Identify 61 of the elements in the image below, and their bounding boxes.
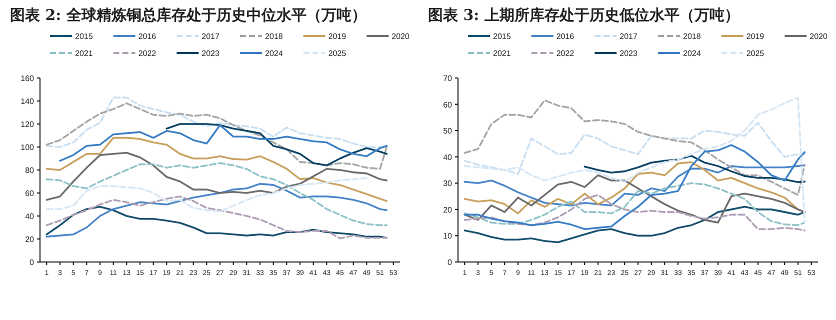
line-series xyxy=(59,124,388,162)
y-tick-label: 140 xyxy=(20,97,35,106)
legend-label: 2017 xyxy=(620,32,638,41)
legend-label: 2015 xyxy=(493,32,512,41)
legend-label: 2021 xyxy=(75,49,94,58)
y-tick-label: 0 xyxy=(448,258,453,267)
line-series xyxy=(166,123,388,166)
line-series xyxy=(464,122,806,175)
legend-label: 2018 xyxy=(683,32,702,41)
legend-label: 2017 xyxy=(202,32,220,41)
y-tick-label: 40 xyxy=(25,212,35,221)
y-tick-label: 100 xyxy=(20,143,35,152)
line-series xyxy=(46,196,388,240)
line-series xyxy=(46,162,388,226)
legend-label: 2025 xyxy=(746,49,765,58)
line-series xyxy=(464,99,806,196)
legend-label: 2016 xyxy=(556,32,575,41)
line-series xyxy=(46,136,388,202)
line-series xyxy=(464,194,806,232)
legend-label: 2024 xyxy=(683,49,702,58)
line-series xyxy=(464,182,806,226)
legend-label: 2022 xyxy=(138,49,157,58)
line-series xyxy=(46,152,388,201)
legend-label: 2019 xyxy=(328,32,347,41)
legend-label: 2024 xyxy=(265,49,284,58)
line-series xyxy=(46,182,388,238)
y-tick-label: 70 xyxy=(443,74,453,83)
legend-label: 2025 xyxy=(328,49,347,58)
legend-label: 2021 xyxy=(493,49,512,58)
y-tick-label: 0 xyxy=(30,258,35,267)
legend-label: 2022 xyxy=(556,49,575,58)
line-series xyxy=(46,206,388,239)
line-series xyxy=(464,144,806,230)
legend-label: 2023 xyxy=(202,49,220,58)
y-tick-label: 10 xyxy=(443,232,453,241)
line-series xyxy=(464,174,806,224)
line-series xyxy=(46,177,368,212)
legend-label: 2019 xyxy=(746,32,765,41)
y-tick-label: 50 xyxy=(443,126,453,136)
y-tick-label: 60 xyxy=(443,100,453,110)
legend-label: 2018 xyxy=(265,32,284,41)
line-series xyxy=(584,154,806,183)
y-tick-label: 120 xyxy=(20,120,35,129)
y-tick-label: 60 xyxy=(25,189,35,198)
y-tick-label: 30 xyxy=(443,179,453,188)
line-series xyxy=(464,164,806,206)
line-series xyxy=(46,102,388,170)
chart-title: 图表 2: 全球精炼铜总库存处于历史中位水平（万吨） xyxy=(10,6,366,24)
y-tick-label: 20 xyxy=(443,205,453,214)
line-series xyxy=(464,96,806,224)
legend-label: 2020 xyxy=(392,32,410,41)
legend-label: 2020 xyxy=(810,32,828,41)
y-tick-label: 160 xyxy=(20,74,35,83)
y-tick-label: 80 xyxy=(25,166,35,175)
y-tick-label: 40 xyxy=(443,152,453,162)
legend-label: 2016 xyxy=(138,32,157,41)
chart-title: 图表 3: 上期所库存处于历史低位水平（万吨） xyxy=(428,6,740,24)
legend-label: 2023 xyxy=(620,49,638,58)
y-tick-label: 20 xyxy=(25,235,35,244)
legend-label: 2015 xyxy=(75,32,94,41)
line-series xyxy=(464,206,806,244)
